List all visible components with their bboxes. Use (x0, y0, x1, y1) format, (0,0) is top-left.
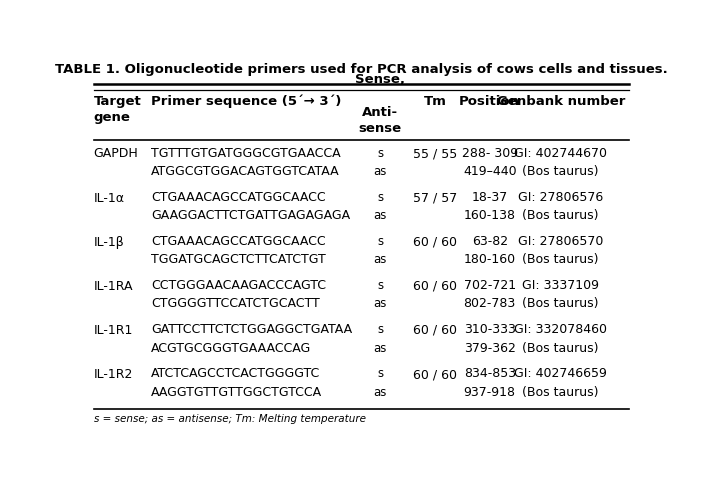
Text: IL-1β: IL-1β (94, 235, 124, 248)
Text: Sense,: Sense, (355, 72, 405, 85)
Text: 60 / 60: 60 / 60 (413, 279, 457, 292)
Text: (Bos taurus): (Bos taurus) (522, 385, 599, 398)
Text: IL-1RA: IL-1RA (94, 279, 133, 292)
Text: (Bos taurus): (Bos taurus) (522, 252, 599, 266)
Text: 18-37: 18-37 (472, 191, 508, 204)
Text: CTGGGGTTCCATCTGCACTT: CTGGGGTTCCATCTGCACTT (151, 297, 319, 310)
Text: s: s (377, 146, 384, 159)
Text: as: as (374, 385, 387, 398)
Text: (Bos taurus): (Bos taurus) (522, 341, 599, 354)
Text: 419–440: 419–440 (463, 165, 517, 178)
Text: GI: 27806576: GI: 27806576 (518, 191, 603, 204)
Text: ACGTGCGGGTGAAACCAG: ACGTGCGGGTGAAACCAG (151, 341, 311, 354)
Text: AAGGTGTTGTTGGCTGTCCA: AAGGTGTTGTTGGCTGTCCA (151, 385, 322, 398)
Text: as: as (374, 341, 387, 354)
Text: GAPDH: GAPDH (94, 147, 138, 160)
Text: s: s (377, 191, 384, 204)
Text: s: s (377, 367, 384, 380)
Text: s: s (377, 323, 384, 336)
Text: s: s (377, 278, 384, 291)
Text: 63-82: 63-82 (472, 234, 508, 247)
Text: 180-160: 180-160 (464, 252, 516, 266)
Text: CTGAAACAGCCATGGCAACC: CTGAAACAGCCATGGCAACC (151, 191, 326, 204)
Text: CTGAAACAGCCATGGCAACC: CTGAAACAGCCATGGCAACC (151, 234, 326, 247)
Text: GAAGGACTTCTGATTGAGAGAGA: GAAGGACTTCTGATTGAGAGAGA (151, 209, 350, 222)
Text: 60 / 60: 60 / 60 (413, 324, 457, 336)
Text: GI: 3337109: GI: 3337109 (522, 278, 599, 291)
Text: Anti-
sense: Anti- sense (359, 106, 402, 134)
Text: Target
gene: Target gene (94, 95, 141, 123)
Text: 60 / 60: 60 / 60 (413, 235, 457, 248)
Text: 310-333: 310-333 (464, 323, 515, 336)
Text: 802-783: 802-783 (464, 297, 516, 310)
Text: TABLE 1. Oligonucleotide primers used for PCR analysis of cows cells and tissues: TABLE 1. Oligonucleotide primers used fo… (55, 63, 668, 76)
Text: GI: 332078460: GI: 332078460 (514, 323, 607, 336)
Text: Tm: Tm (424, 95, 446, 108)
Text: (Bos taurus): (Bos taurus) (522, 209, 599, 222)
Text: (Bos taurus): (Bos taurus) (522, 297, 599, 310)
Text: GI: 402744670: GI: 402744670 (514, 146, 607, 159)
Text: Position: Position (459, 95, 520, 108)
Text: TGTTTGTGATGGGCGTGAACCA: TGTTTGTGATGGGCGTGAACCA (151, 146, 341, 159)
Text: GI: 402746659: GI: 402746659 (515, 367, 607, 380)
Text: s = sense; as = antisense; Tm: Melting temperature: s = sense; as = antisense; Tm: Melting t… (94, 413, 366, 423)
Text: (Bos taurus): (Bos taurus) (522, 165, 599, 178)
Text: TGGATGCAGCTCTTCATCTGT: TGGATGCAGCTCTTCATCTGT (151, 252, 326, 266)
Text: as: as (374, 297, 387, 310)
Text: 60 / 60: 60 / 60 (413, 367, 457, 380)
Text: GI: 27806570: GI: 27806570 (518, 234, 603, 247)
Text: 379-362: 379-362 (464, 341, 515, 354)
Text: as: as (374, 209, 387, 222)
Text: as: as (374, 252, 387, 266)
Text: GATTCCTTCTCTGGAGGCTGATAA: GATTCCTTCTCTGGAGGCTGATAA (151, 323, 352, 336)
Text: 702-721: 702-721 (464, 278, 516, 291)
Text: Genbank number: Genbank number (496, 95, 625, 108)
Text: 57 / 57: 57 / 57 (413, 191, 458, 204)
Text: IL-1R2: IL-1R2 (94, 367, 133, 380)
Text: as: as (374, 165, 387, 178)
Text: 288- 309: 288- 309 (462, 146, 517, 159)
Text: ATCTCAGCCTCACTGGGGTC: ATCTCAGCCTCACTGGGGTC (151, 367, 320, 380)
Text: 55 / 55: 55 / 55 (413, 147, 458, 160)
Text: Primer sequence (5´→ 3´): Primer sequence (5´→ 3´) (151, 95, 341, 108)
Text: 160-138: 160-138 (464, 209, 516, 222)
Text: s: s (377, 234, 384, 247)
Text: IL-1α: IL-1α (94, 191, 125, 204)
Text: IL-1R1: IL-1R1 (94, 324, 133, 336)
Text: CCTGGGAACAAGACCCAGTC: CCTGGGAACAAGACCCAGTC (151, 278, 326, 291)
Text: 937-918: 937-918 (464, 385, 516, 398)
Text: 834-853: 834-853 (464, 367, 516, 380)
Text: ATGGCGTGGACAGTGGTCATAA: ATGGCGTGGACAGTGGTCATAA (151, 165, 340, 178)
